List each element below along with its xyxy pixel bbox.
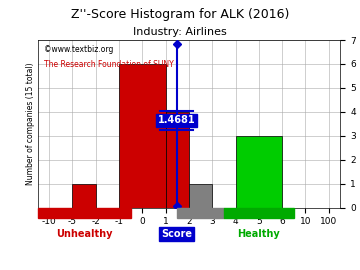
- Bar: [189, 184, 212, 208]
- Bar: [119, 64, 166, 208]
- Bar: [166, 112, 189, 208]
- Text: ©www.textbiz.org: ©www.textbiz.org: [44, 45, 113, 54]
- Text: Unhealthy: Unhealthy: [56, 229, 112, 239]
- Text: The Research Foundation of SUNY: The Research Foundation of SUNY: [44, 60, 174, 69]
- Bar: [235, 136, 282, 208]
- Bar: [37, 208, 131, 218]
- Bar: [72, 184, 96, 208]
- Y-axis label: Number of companies (15 total): Number of companies (15 total): [26, 62, 35, 185]
- Text: Score: Score: [161, 229, 192, 239]
- Text: Industry: Airlines: Industry: Airlines: [133, 27, 227, 37]
- Bar: [177, 208, 224, 218]
- Text: Healthy: Healthy: [238, 229, 280, 239]
- Bar: [224, 208, 294, 218]
- Text: 1.4681: 1.4681: [158, 115, 195, 125]
- Text: Z''-Score Histogram for ALK (2016): Z''-Score Histogram for ALK (2016): [71, 8, 289, 21]
